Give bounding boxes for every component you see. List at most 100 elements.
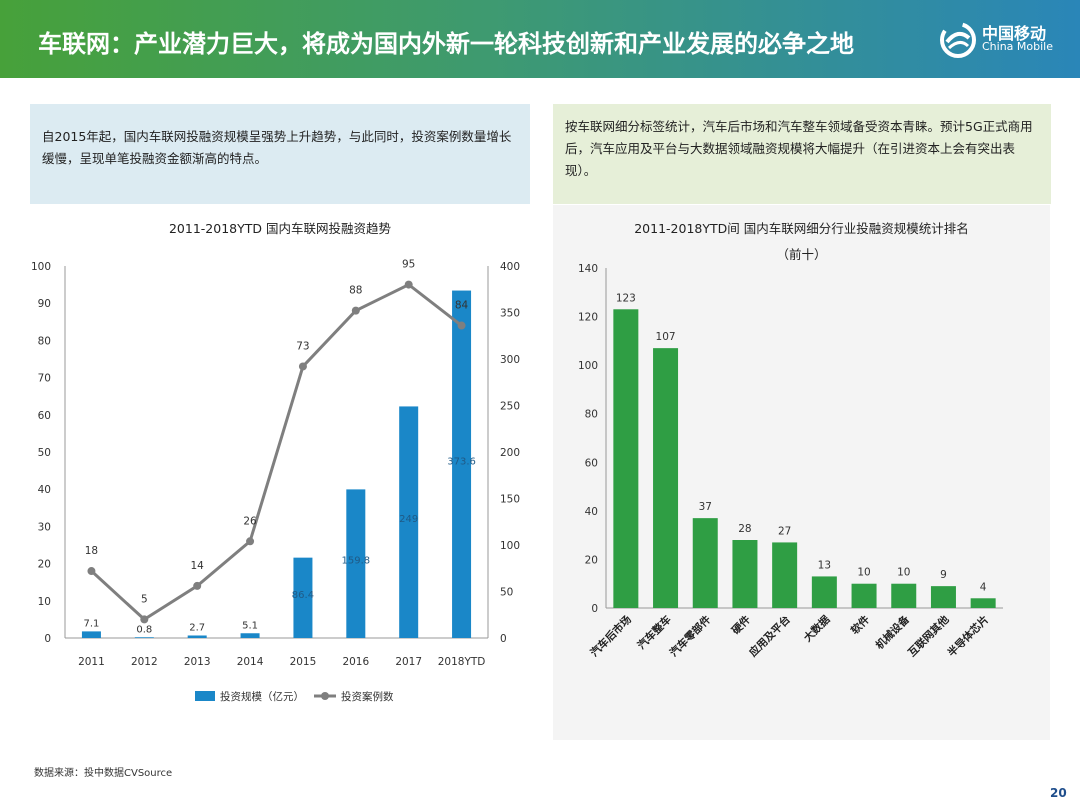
bar-investment	[452, 290, 472, 638]
bar-value-label: 27	[778, 525, 791, 537]
point-cases	[351, 306, 360, 315]
y-left-tick-label: 30	[38, 521, 51, 533]
y-left-tick-label: 50	[38, 447, 51, 459]
left-summary-box: 自2015年起，国内车联网投融资规模呈强势上升趋势，与此同时，投资案例数量增长缓…	[30, 104, 530, 204]
x-tick-label: 2017	[395, 656, 422, 668]
y-tick-label: 100	[578, 360, 598, 372]
x-tick-label: 2013	[184, 656, 211, 668]
x-tick-label: 大数据	[801, 613, 833, 645]
data-source: 数据来源：投中数据CVSource	[34, 768, 173, 779]
bar-investment	[399, 406, 419, 638]
x-tick-label: 汽车整车	[635, 613, 674, 652]
point-cases	[298, 362, 307, 371]
right-summary-box: 按车联网细分标签统计，汽车后市场和汽车整车领域备受资本青睐。预计5G正式商用后，…	[553, 104, 1051, 204]
x-tick-label: 汽车后市场	[588, 613, 635, 660]
x-tick-label: 2015	[290, 656, 317, 668]
bar-investment	[81, 631, 101, 638]
y-left-tick-label: 60	[38, 410, 51, 422]
right-summary-text: 按车联网细分标签统计，汽车后市场和汽车整车领域备受资本青睐。预计5G正式商用后，…	[565, 119, 1033, 178]
right-chart-subtitle: （前十）	[776, 247, 827, 262]
x-tick-label: 软件	[848, 613, 872, 637]
segment-ranking-chart: 0 20 40 60 80 100 120 140 123 汽车后市场 107 汽车整车 37 汽车零部件…	[578, 263, 1003, 660]
point-cases	[87, 567, 96, 576]
point-value-label: 26	[243, 515, 257, 527]
y-right-tick-label: 200	[500, 447, 520, 459]
point-value-label: 95	[402, 259, 415, 271]
bar-investment	[240, 633, 260, 638]
x-tick-label: 互联网其他	[905, 613, 952, 660]
y-left-tick-label: 40	[38, 484, 51, 496]
point-cases	[193, 581, 202, 590]
bar-segment	[732, 540, 758, 608]
bar-value-label: 0.8	[136, 624, 152, 635]
bar-value-label: 28	[738, 523, 751, 535]
y-right-tick-label: 50	[500, 587, 513, 599]
y-tick-label: 140	[578, 263, 598, 275]
legend-label-line: 投资案例数	[341, 690, 394, 703]
point-cases	[404, 280, 413, 289]
y-left-tick-label: 20	[38, 559, 51, 571]
y-tick-label: 0	[591, 603, 598, 615]
bar-value-label: 373.6	[447, 456, 476, 467]
y-right-tick-label: 350	[500, 308, 520, 320]
x-tick-label: 2016	[342, 656, 369, 668]
series-line-cases	[90, 282, 463, 622]
y-right-tick-label: 150	[500, 494, 520, 506]
bar-value-label: 7.1	[83, 618, 99, 629]
y-right-tick-label: 400	[500, 261, 520, 273]
x-tick-label: 2018YTD	[438, 656, 486, 668]
y-right-tick-label: 250	[500, 401, 520, 413]
point-cases	[140, 615, 149, 624]
bar-value-label: 123	[616, 292, 636, 304]
bar-segment	[653, 348, 679, 608]
point-cases	[457, 321, 466, 330]
point-value-label: 73	[296, 340, 309, 352]
x-tick-label: 2012	[131, 656, 158, 668]
left-chart-title: 2011-2018YTD 国内车联网投融资趋势	[168, 221, 391, 236]
point-value-label: 18	[85, 545, 98, 557]
logo-swirl-icon	[940, 22, 976, 58]
y-right-tick-label: 100	[500, 540, 520, 552]
bar-investment	[134, 637, 154, 638]
bar-value-label: 9	[940, 569, 947, 581]
bar-segment	[930, 586, 956, 608]
x-tick-label: 机械设备	[873, 613, 912, 652]
point-value-label: 14	[191, 560, 205, 572]
legend-label-bar: 投资规模（亿元）	[220, 690, 304, 703]
x-tick-label: 汽车零部件	[667, 613, 714, 660]
legend-marker-line	[321, 692, 329, 700]
bar-value-label: 10	[857, 567, 870, 579]
bar-segment	[692, 518, 718, 608]
x-tick-label: 半导体芯片	[945, 613, 991, 659]
bar-value-label: 2.7	[189, 622, 205, 633]
investment-trend-chart: 0 10 20 30 40 50 60 70 80 90 100 0 50 100 150 200 250 300…	[31, 259, 520, 703]
bar-segment	[891, 583, 917, 608]
point-value-label: 84	[455, 300, 469, 312]
bar-value-label: 37	[699, 501, 712, 513]
bar-value-label: 249	[399, 514, 418, 525]
y-left-tick-label: 10	[38, 596, 51, 608]
bar-investment	[346, 489, 366, 638]
y-left-tick-label: 90	[38, 298, 51, 310]
y-tick-label: 120	[578, 312, 598, 324]
y-left-tick-label: 0	[44, 633, 51, 645]
y-tick-label: 80	[585, 409, 598, 421]
page-title: 车联网：产业潜力巨大，将成为国内外新一轮科技创新和产业发展的必争之地	[38, 30, 854, 58]
logo-text-cn: 中国移动	[982, 24, 1047, 43]
bar-segment	[970, 598, 996, 608]
title-banner: 车联网：产业潜力巨大，将成为国内外新一轮科技创新和产业发展的必争之地 中国移动 …	[0, 0, 1080, 78]
y-tick-label: 20	[585, 554, 598, 566]
point-cases	[246, 537, 255, 546]
legend-swatch-bar	[195, 691, 215, 701]
y-right-tick-label: 300	[500, 354, 520, 366]
bar-value-label: 107	[656, 331, 676, 343]
bar-value-label: 10	[897, 567, 910, 579]
x-tick-label: 2011	[78, 656, 105, 668]
bar-segment	[811, 576, 837, 608]
page-number: 20	[1050, 786, 1067, 800]
bar-value-label: 86.4	[292, 590, 314, 601]
logo-text-en: China Mobile	[982, 40, 1054, 53]
bar-investment	[293, 557, 313, 638]
y-right-tick-label: 0	[500, 633, 507, 645]
bar-value-label: 4	[980, 581, 987, 593]
